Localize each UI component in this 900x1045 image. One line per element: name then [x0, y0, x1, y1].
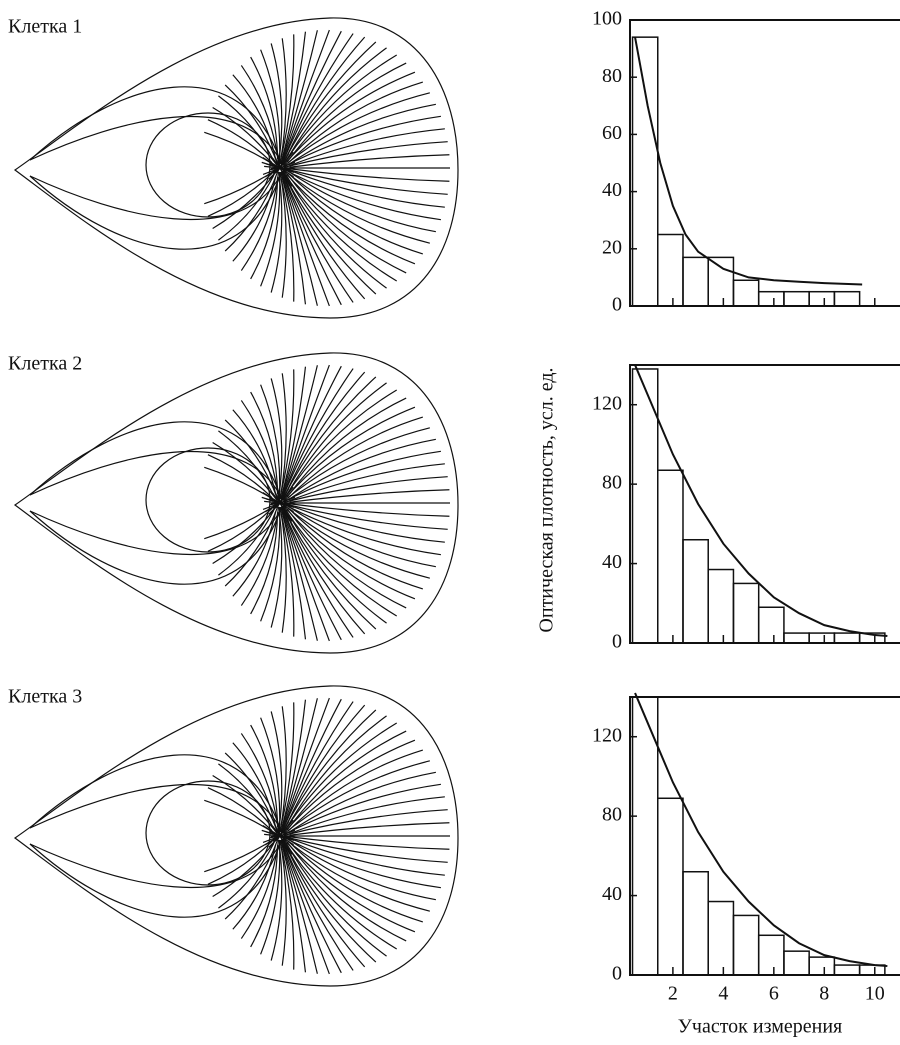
y-tick-label: 80 [602, 804, 622, 826]
cell-label: Клетка 3 [8, 686, 82, 708]
histogram-bar [658, 235, 683, 307]
x-tick-label: 8 [819, 983, 829, 1005]
histogram-bar [733, 280, 758, 306]
y-tick-label: 120 [592, 724, 622, 746]
histogram-bar [784, 633, 809, 643]
cell-drawing [15, 18, 458, 318]
histogram-bar [809, 957, 834, 975]
axis-frame [630, 365, 900, 643]
histogram-bar [733, 583, 758, 643]
y-tick-label: 100 [592, 8, 622, 30]
y-tick-label: 40 [602, 883, 622, 905]
x-tick-label: 6 [769, 983, 779, 1005]
histogram-bar [658, 470, 683, 643]
histogram-bar [834, 292, 859, 306]
histogram-bar [683, 540, 708, 643]
histogram-bar [759, 292, 784, 306]
x-axis-label: Участок измерения [678, 1016, 843, 1038]
y-tick-label: 40 [602, 551, 622, 573]
fit-curve [635, 693, 887, 966]
axis-frame [630, 20, 900, 306]
fit-curve [635, 37, 862, 284]
y-tick-label: 0 [612, 294, 622, 316]
cell-label: Клетка 1 [8, 16, 82, 38]
histogram-bar [708, 570, 733, 643]
histogram-bar [759, 607, 784, 643]
cell-label: Клетка 2 [8, 353, 82, 375]
y-tick-label: 120 [592, 392, 622, 414]
y-tick-label: 40 [602, 179, 622, 201]
histogram-bar [683, 257, 708, 306]
histogram-bar [834, 633, 859, 643]
histogram-bar [683, 872, 708, 975]
histogram-bar [759, 935, 784, 975]
y-tick-label: 20 [602, 236, 622, 258]
cell-drawing [15, 353, 458, 653]
y-tick-label: 60 [602, 122, 622, 144]
histogram-bar [834, 965, 859, 975]
x-tick-label: 2 [668, 983, 678, 1005]
histogram-bar [658, 798, 683, 975]
histogram-bar [809, 292, 834, 306]
y-tick-label: 80 [602, 65, 622, 87]
x-tick-label: 4 [718, 983, 728, 1005]
axis-frame [630, 697, 900, 975]
histogram-bar [708, 257, 733, 306]
cell-drawing [15, 686, 458, 986]
histogram-bar [809, 633, 834, 643]
y-tick-label: 0 [612, 963, 622, 985]
y-tick-label: 0 [612, 631, 622, 653]
histogram-bar [708, 902, 733, 975]
histogram-bar [733, 915, 758, 975]
y-axis-label: Оптическая плотность, усл. ед. [536, 367, 558, 632]
y-tick-label: 80 [602, 472, 622, 494]
histogram-bar [784, 292, 809, 306]
fit-curve [635, 365, 887, 636]
histogram-bar [784, 951, 809, 975]
x-tick-label: 10 [865, 983, 885, 1005]
